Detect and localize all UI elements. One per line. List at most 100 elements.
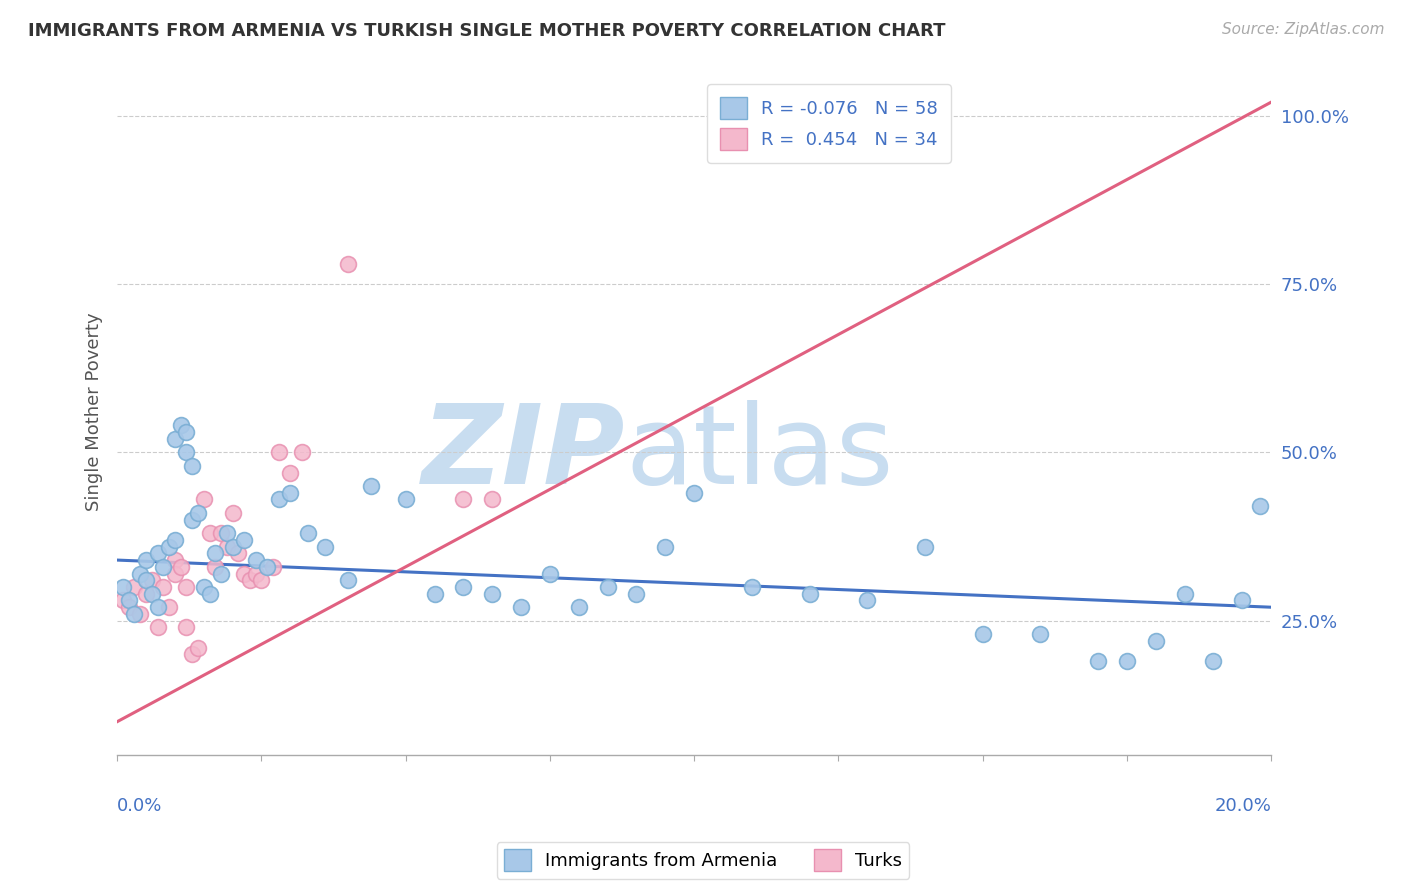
Point [187, 640, 209, 655]
Point [198, 587, 221, 601]
Point [209, 566, 232, 581]
Point [111, 593, 134, 607]
Point [146, 620, 169, 634]
Point [146, 546, 169, 560]
Point [538, 566, 561, 581]
Text: atlas: atlas [624, 400, 893, 507]
Point [169, 418, 191, 433]
Point [111, 580, 134, 594]
Point [267, 445, 290, 459]
Point [1249, 499, 1271, 513]
Point [187, 506, 209, 520]
Point [204, 546, 226, 560]
Point [233, 533, 256, 547]
Point [395, 492, 418, 507]
Point [181, 513, 204, 527]
Point [204, 559, 226, 574]
Point [181, 458, 204, 473]
Point [654, 540, 676, 554]
Point [118, 600, 141, 615]
Legend: Immigrants from Armenia, Turks: Immigrants from Armenia, Turks [496, 842, 910, 879]
Point [856, 593, 879, 607]
Point [245, 553, 267, 567]
Point [118, 593, 141, 607]
Text: IMMIGRANTS FROM ARMENIA VS TURKISH SINGLE MOTHER POVERTY CORRELATION CHART: IMMIGRANTS FROM ARMENIA VS TURKISH SINGL… [28, 22, 946, 40]
Point [741, 580, 763, 594]
Point [291, 445, 314, 459]
Point [228, 546, 250, 560]
Point [1144, 633, 1167, 648]
Point [278, 466, 301, 480]
Point [124, 580, 146, 594]
Text: 0.0%: 0.0% [117, 797, 163, 814]
Point [278, 485, 301, 500]
Y-axis label: Single Mother Poverty: Single Mother Poverty [86, 312, 103, 511]
Point [129, 607, 152, 621]
Point [176, 580, 198, 594]
Point [626, 587, 648, 601]
Point [314, 540, 336, 554]
Point [176, 425, 198, 439]
Point [453, 580, 475, 594]
Point [510, 600, 533, 615]
Point [233, 566, 256, 581]
Point [453, 492, 475, 507]
Point [250, 574, 273, 588]
Point [152, 559, 174, 574]
Point [221, 506, 243, 520]
Point [1232, 593, 1254, 607]
Text: 20.0%: 20.0% [1215, 797, 1271, 814]
Text: Source: ZipAtlas.com: Source: ZipAtlas.com [1222, 22, 1385, 37]
Point [360, 479, 382, 493]
Point [181, 648, 204, 662]
Point [1115, 654, 1137, 668]
Point [135, 587, 157, 601]
Point [135, 574, 157, 588]
Point [163, 533, 186, 547]
Point [209, 526, 232, 541]
Point [1029, 627, 1052, 641]
Text: ZIP: ZIP [422, 400, 624, 507]
Point [481, 492, 503, 507]
Point [267, 492, 290, 507]
Point [146, 600, 169, 615]
Point [215, 540, 238, 554]
Point [193, 492, 215, 507]
Point [336, 257, 359, 271]
Point [124, 607, 146, 621]
Point [176, 445, 198, 459]
Point [239, 574, 262, 588]
Point [141, 574, 163, 588]
Point [245, 566, 267, 581]
Point [262, 559, 284, 574]
Point [481, 587, 503, 601]
Point [163, 432, 186, 446]
Point [1202, 654, 1225, 668]
Point [297, 526, 319, 541]
Point [193, 580, 215, 594]
Point [972, 627, 994, 641]
Point [141, 587, 163, 601]
Point [169, 559, 191, 574]
Point [152, 580, 174, 594]
Point [215, 526, 238, 541]
Point [135, 553, 157, 567]
Point [596, 580, 619, 594]
Point [568, 600, 591, 615]
Point [176, 620, 198, 634]
Point [336, 574, 359, 588]
Point [163, 553, 186, 567]
Point [683, 485, 706, 500]
Legend: R = -0.076   N = 58, R =  0.454   N = 34: R = -0.076 N = 58, R = 0.454 N = 34 [707, 85, 950, 162]
Point [1173, 587, 1195, 601]
Point [129, 566, 152, 581]
Point [256, 559, 278, 574]
Point [221, 540, 243, 554]
Point [914, 540, 936, 554]
Point [163, 566, 186, 581]
Point [1087, 654, 1109, 668]
Point [198, 526, 221, 541]
Point [799, 587, 821, 601]
Point [157, 540, 180, 554]
Point [157, 600, 180, 615]
